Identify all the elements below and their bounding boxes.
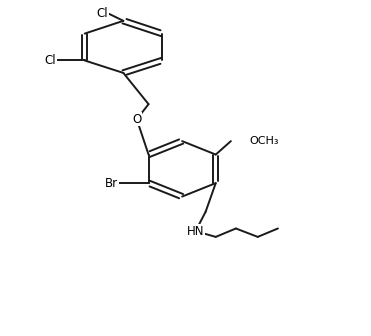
Text: O: O <box>132 113 141 126</box>
Text: Cl: Cl <box>45 54 56 67</box>
Text: Br: Br <box>105 177 118 190</box>
Text: OCH₃: OCH₃ <box>249 136 279 146</box>
Text: Cl: Cl <box>96 7 108 20</box>
Text: HN: HN <box>187 225 204 238</box>
